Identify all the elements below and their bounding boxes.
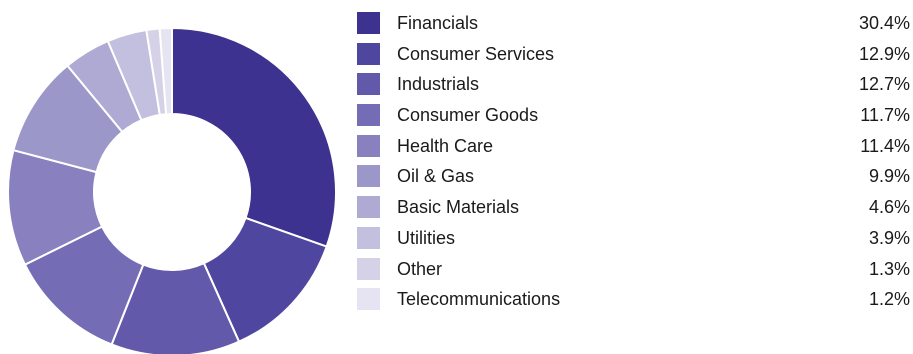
- legend-item: Health Care 11.4%: [357, 131, 913, 162]
- legend-label: Other: [397, 258, 443, 279]
- legend-item: Basic Materials 4.6%: [357, 192, 913, 223]
- legend-value: 12.9%: [858, 43, 910, 64]
- legend-label: Health Care: [397, 135, 494, 156]
- legend-item: Utilities 3.9%: [357, 223, 913, 254]
- legend-value: 1.3%: [868, 258, 910, 279]
- legend-item: Consumer Goods 11.7%: [357, 100, 913, 131]
- legend-swatch: [357, 196, 380, 219]
- legend-label: Consumer Goods: [397, 105, 539, 126]
- legend-swatch: [357, 165, 380, 188]
- donut-slice: [171, 26, 337, 248]
- legend-label: Consumer Services: [397, 43, 555, 64]
- legend-value: 3.9%: [868, 227, 910, 248]
- legend-label: Industrials: [397, 74, 480, 95]
- legend-label: Telecommunications: [397, 289, 561, 310]
- legend-label: Financials: [397, 13, 479, 33]
- donut-chart: [7, 26, 337, 354]
- donut-slice: [158, 26, 173, 116]
- legend-swatch: [357, 104, 380, 127]
- legend-item: Consumer Services 12.9%: [357, 39, 913, 70]
- legend-value: 11.4%: [860, 135, 910, 156]
- legend-swatch: [357, 257, 380, 280]
- legend-swatch: [357, 226, 380, 249]
- legend-item: Oil & Gas 9.9%: [357, 161, 913, 192]
- legend-value: 12.7%: [858, 74, 910, 95]
- legend-item: Other 1.3%: [357, 254, 913, 285]
- legend-item: Financials 30.4%: [357, 8, 913, 39]
- legend-value: 11.7%: [860, 105, 910, 126]
- legend-swatch: [357, 288, 380, 311]
- legend-swatch: [357, 73, 380, 96]
- legend-value: 4.6%: [868, 197, 910, 218]
- legend-swatch: [357, 42, 380, 65]
- legend-item: Telecommunications 1.2%: [357, 284, 913, 315]
- legend-label: Oil & Gas: [397, 166, 475, 187]
- legend-value: 30.4%: [858, 13, 910, 33]
- legend-value: 1.2%: [868, 289, 910, 310]
- legend-value: 9.9%: [868, 166, 910, 187]
- legend-swatch: [357, 12, 380, 34]
- chart-legend: Financials 30.4% Consumer Services 12.9% Ind…: [357, 8, 913, 315]
- legend-item: Industrials 12.7%: [357, 69, 913, 100]
- legend-label: Utilities: [397, 227, 456, 248]
- legend-swatch: [357, 134, 380, 157]
- legend-label: Basic Materials: [397, 197, 520, 218]
